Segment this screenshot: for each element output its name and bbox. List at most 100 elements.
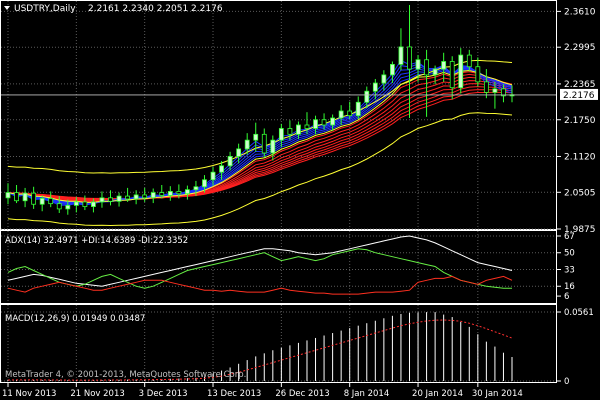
candle-body bbox=[347, 110, 353, 117]
candle bbox=[475, 57, 481, 87]
macd-histogram bbox=[7, 312, 513, 381]
candle-body bbox=[202, 179, 207, 188]
candle bbox=[483, 69, 489, 99]
lower-envelope-line bbox=[7, 112, 513, 227]
adx-tick-label: 33 bbox=[564, 265, 575, 275]
candle-body bbox=[184, 189, 190, 195]
candle bbox=[330, 114, 336, 131]
candle bbox=[48, 191, 54, 208]
date-axis: 11 Nov 2013 21 Nov 2013 3 Dec 2013 13 Dec 2… bbox=[2, 383, 523, 399]
slow-ema-line bbox=[7, 76, 513, 202]
candle-body bbox=[364, 90, 370, 103]
candle-body bbox=[48, 198, 54, 205]
candle bbox=[116, 192, 122, 207]
candle bbox=[338, 105, 344, 125]
chart-menu-triangle-icon[interactable] bbox=[4, 6, 10, 10]
candle bbox=[244, 133, 250, 155]
candle bbox=[407, 4, 412, 119]
candle-body bbox=[432, 68, 438, 76]
candle-body bbox=[424, 59, 429, 76]
candle bbox=[398, 28, 404, 71]
candle-body bbox=[483, 81, 489, 93]
adx-tick-label: 50 bbox=[564, 249, 575, 259]
minus-di-line bbox=[7, 275, 513, 295]
macd-pane: 0.0561 0 MACD(12,26,9) 0.01949 0.03487 Me… bbox=[0, 304, 594, 387]
candle-body bbox=[82, 201, 88, 207]
candle-body bbox=[56, 203, 62, 210]
adx-axis: 67 50 33 166 bbox=[556, 232, 575, 302]
candle bbox=[193, 180, 199, 197]
slow-ema-line bbox=[7, 73, 513, 202]
candle bbox=[261, 128, 267, 158]
macd-tick-label: 0 bbox=[564, 377, 569, 387]
candle bbox=[390, 61, 395, 84]
date-tick-label: 13 Dec 2013 bbox=[207, 389, 261, 399]
candle-body bbox=[501, 88, 506, 97]
candle-body bbox=[458, 54, 464, 89]
candle-body bbox=[219, 165, 224, 173]
candle-body bbox=[253, 133, 259, 141]
date-tick-label: 3 Dec 2013 bbox=[139, 389, 188, 399]
candle-body bbox=[227, 156, 233, 167]
candle-body bbox=[278, 128, 284, 141]
candle bbox=[253, 122, 259, 152]
candle-body bbox=[321, 119, 327, 126]
candle bbox=[287, 120, 293, 141]
candle-body bbox=[133, 194, 139, 200]
candle-body bbox=[330, 117, 336, 126]
candle-body bbox=[287, 128, 293, 135]
adx-pane-frame bbox=[0, 230, 557, 304]
date-tick-label: 30 Jan 2014 bbox=[472, 389, 523, 399]
candle-body bbox=[142, 194, 148, 199]
candle bbox=[236, 143, 242, 164]
candle bbox=[415, 55, 421, 82]
candle-body bbox=[125, 195, 130, 200]
price-pane-frame bbox=[0, 0, 557, 230]
ohlc-label: 2.2161 2.2340 2.2051 2.2176 bbox=[88, 4, 223, 14]
candle bbox=[176, 184, 182, 199]
price-tick-label: 2.1120 bbox=[564, 152, 596, 162]
price-candles bbox=[5, 4, 515, 215]
candle bbox=[39, 195, 45, 212]
candle-body bbox=[270, 139, 276, 154]
adx-main-line bbox=[7, 235, 513, 287]
candle-body bbox=[492, 88, 498, 93]
candle-body bbox=[313, 119, 318, 129]
candle bbox=[210, 166, 216, 186]
candle bbox=[432, 65, 438, 85]
candle bbox=[202, 175, 207, 193]
candle bbox=[270, 135, 276, 161]
date-tick-label: 21 Nov 2013 bbox=[70, 389, 124, 399]
adx-grid bbox=[1, 231, 556, 303]
date-tick-label: 8 Jan 2014 bbox=[344, 389, 390, 399]
plus-di-line bbox=[7, 248, 512, 289]
candle bbox=[227, 151, 233, 171]
slow-ema-line bbox=[7, 91, 513, 200]
candle bbox=[91, 198, 96, 213]
adx-tick-label: 16 bbox=[564, 282, 575, 292]
candle bbox=[424, 49, 429, 117]
candle bbox=[108, 190, 113, 206]
candle-body bbox=[296, 124, 301, 135]
candle bbox=[31, 186, 37, 209]
current-price-label: 2.2176 bbox=[563, 91, 595, 101]
candle-body bbox=[31, 192, 37, 205]
candle bbox=[296, 121, 301, 139]
candle-body bbox=[193, 186, 199, 191]
candle bbox=[99, 191, 105, 208]
date-tick-label: 26 Dec 2013 bbox=[275, 389, 329, 399]
candle-body bbox=[22, 192, 28, 202]
adx-lines bbox=[7, 235, 513, 295]
candle-body bbox=[91, 201, 96, 207]
date-tick-label: 11 Nov 2013 bbox=[2, 389, 56, 399]
candle bbox=[355, 96, 361, 120]
adx-title: ADX(14) 32.4971 +DI:14.6389 -DI:22.3352 bbox=[5, 236, 188, 246]
candle bbox=[278, 123, 284, 148]
candle bbox=[449, 56, 455, 100]
candle bbox=[159, 185, 165, 199]
candle bbox=[184, 185, 190, 200]
candle-body bbox=[381, 74, 387, 84]
price-tick-label: 2.2365 bbox=[564, 80, 596, 90]
candle bbox=[65, 199, 71, 215]
macd-tick-label: 0.0561 bbox=[564, 308, 594, 318]
